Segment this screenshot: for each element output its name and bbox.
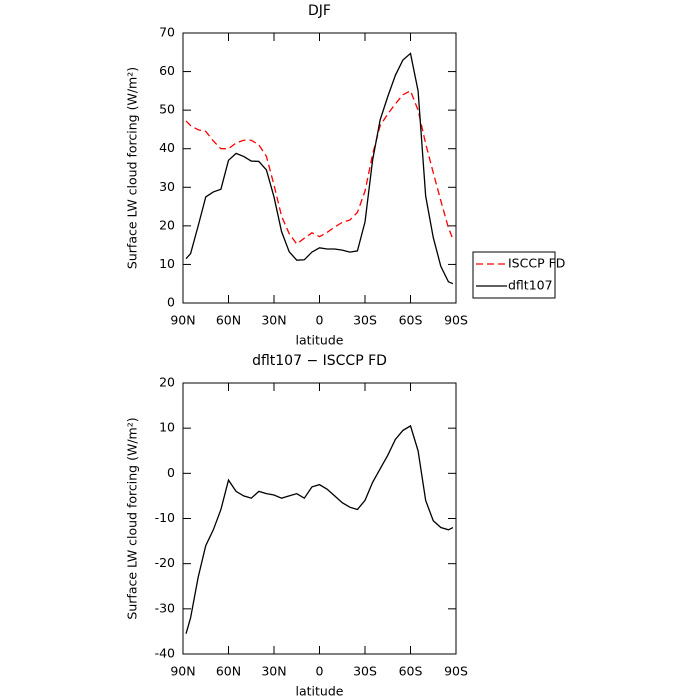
x-tick-label: 60N: [216, 664, 241, 679]
data-line: [185, 52, 454, 285]
y-tick-label: 0: [167, 465, 175, 480]
x-axis-label: latitude: [296, 333, 344, 348]
y-tick-label: 40: [159, 140, 175, 155]
y-tick-label: -30: [155, 600, 175, 615]
plot-frame: [182, 382, 457, 655]
y-tick-label: 20: [159, 217, 175, 232]
y-tick-label: 10: [159, 256, 175, 271]
x-tick-label: 30N: [261, 664, 286, 679]
y-tick-label: -10: [155, 510, 175, 525]
x-tick-label: 90S: [444, 313, 468, 328]
x-tick-label: 0: [316, 313, 324, 328]
y-tick-label: -40: [155, 646, 175, 661]
data-line: [185, 424, 454, 634]
x-axis-label: latitude: [296, 684, 344, 699]
y-tick-label: 70: [159, 25, 175, 40]
y-tick-label: 50: [159, 102, 175, 117]
y-tick-label: -20: [155, 555, 175, 570]
x-tick-label: 60S: [399, 313, 423, 328]
x-tick-label: 90S: [444, 664, 468, 679]
x-tick-label: 0: [316, 664, 324, 679]
x-tick-label: 90N: [170, 313, 195, 328]
legend-label: ISCCP FD: [508, 256, 565, 271]
y-tick-label: 0: [167, 295, 175, 310]
x-tick-label: 60N: [216, 313, 241, 328]
x-tick-label: 30S: [353, 313, 377, 328]
y-axis-label: Surface LW cloud forcing (W/m²): [125, 417, 140, 619]
chart-title: DJF: [308, 3, 331, 19]
x-tick-label: 30S: [353, 664, 377, 679]
x-tick-label: 90N: [170, 664, 195, 679]
legend-label: dflt107: [508, 278, 553, 293]
chart-title: dflt107 − ISCCP FD: [252, 353, 387, 369]
y-tick-label: 60: [159, 63, 175, 78]
y-axis-label: Surface LW cloud forcing (W/m²): [125, 67, 140, 269]
data-line: [185, 89, 454, 245]
legend-box: [472, 251, 556, 299]
y-tick-label: 30: [159, 179, 175, 194]
y-tick-label: 10: [159, 420, 175, 435]
y-tick-label: 20: [159, 375, 175, 390]
x-tick-label: 60S: [399, 664, 423, 679]
x-tick-label: 30N: [261, 313, 286, 328]
